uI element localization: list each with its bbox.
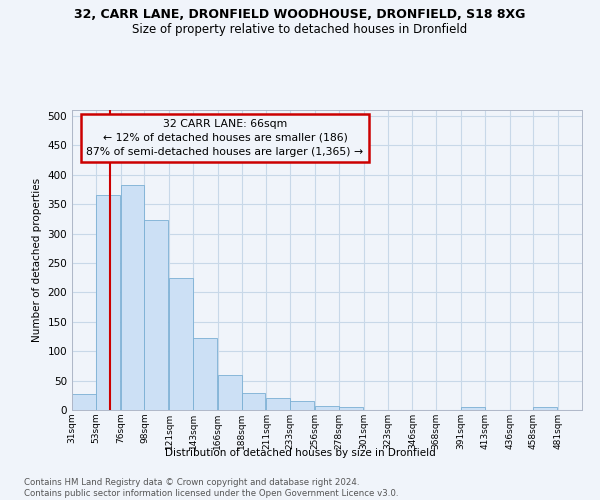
Bar: [145, 220, 168, 410]
Bar: [461, 407, 485, 410]
Bar: [121, 186, 145, 410]
Y-axis label: Number of detached properties: Number of detached properties: [32, 178, 42, 342]
Bar: [169, 278, 193, 410]
Bar: [242, 393, 265, 410]
Text: Distribution of detached houses by size in Dronfield: Distribution of detached houses by size …: [164, 448, 436, 458]
Bar: [266, 398, 290, 410]
Bar: [96, 196, 119, 410]
Bar: [315, 406, 339, 410]
Text: 32 CARR LANE: 66sqm
← 12% of detached houses are smaller (186)
87% of semi-detac: 32 CARR LANE: 66sqm ← 12% of detached ho…: [86, 119, 364, 157]
Text: 32, CARR LANE, DRONFIELD WOODHOUSE, DRONFIELD, S18 8XG: 32, CARR LANE, DRONFIELD WOODHOUSE, DRON…: [74, 8, 526, 20]
Bar: [339, 407, 362, 410]
Bar: [533, 407, 557, 410]
Bar: [290, 401, 314, 410]
Text: Size of property relative to detached houses in Dronfield: Size of property relative to detached ho…: [133, 22, 467, 36]
Text: Contains HM Land Registry data © Crown copyright and database right 2024.
Contai: Contains HM Land Registry data © Crown c…: [24, 478, 398, 498]
Bar: [72, 394, 96, 410]
Bar: [218, 374, 242, 410]
Bar: [193, 338, 217, 410]
